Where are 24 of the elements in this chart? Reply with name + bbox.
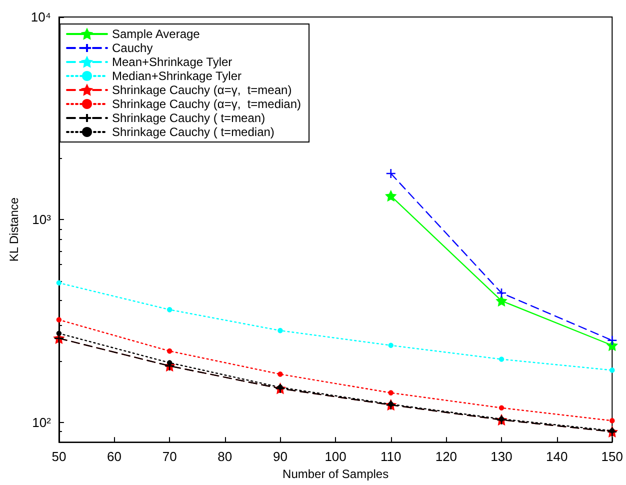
- x-tick-label: 130: [490, 449, 512, 464]
- y-tick-label: 10²: [32, 414, 52, 430]
- legend-label: Shrinkage Cauchy (α=γ, t=median): [112, 97, 302, 111]
- x-tick-label: 140: [546, 449, 568, 464]
- x-tick-label: 120: [435, 449, 458, 464]
- legend-label: Shrinkage Cauchy ( t=median): [112, 125, 274, 139]
- x-axis-title: Number of Samples: [282, 467, 389, 481]
- legend-label: Shrinkage Cauchy ( t=mean): [112, 111, 266, 125]
- y-tick-label: 10⁴: [30, 10, 51, 24]
- legend-label: Shrinkage Cauchy (α=γ, t=mean): [112, 83, 292, 97]
- legend-label: Mean+Shrinkage Tyler: [112, 55, 232, 69]
- x-tick-label: 90: [272, 449, 288, 464]
- x-tick-label: 80: [218, 449, 232, 464]
- y-tick-label: 10³: [32, 212, 52, 228]
- legend-label: Cauchy: [112, 41, 153, 55]
- x-tick-label: 70: [162, 449, 177, 464]
- x-tick-label: 110: [380, 449, 402, 464]
- x-tick-label: 150: [601, 449, 624, 464]
- x-tick-label: 100: [324, 449, 346, 464]
- legend-label: Sample Average: [112, 27, 200, 41]
- x-tick-label: 60: [107, 449, 122, 464]
- x-tick-label: 50: [52, 449, 66, 464]
- legend-label: Median+Shrinkage Tyler: [112, 69, 242, 83]
- y-axis-title: KL Distance: [7, 197, 21, 262]
